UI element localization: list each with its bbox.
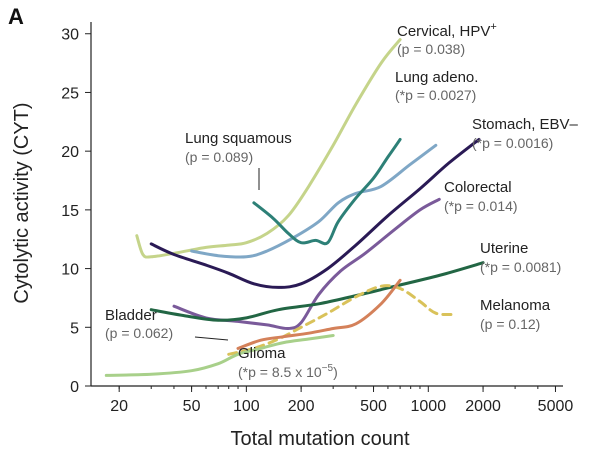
series-name-uterine: Uterine xyxy=(480,240,528,257)
series-line-lung_adeno xyxy=(190,143,438,259)
y-tick-label: 5 xyxy=(70,320,79,337)
y-axis-title: Cytolytic activity (CYT) xyxy=(11,102,33,303)
y-tick-label: 30 xyxy=(61,27,79,44)
series-name-colorectal: Colorectal xyxy=(444,179,512,196)
series-name-cervical: Cervical, HPV xyxy=(397,23,490,40)
y-tick-label: 15 xyxy=(61,203,79,220)
series-line-melanoma xyxy=(227,284,457,356)
x-ticks: 20 50 100 200 500 1000 2000 5000 xyxy=(110,386,573,415)
leader-bladder xyxy=(194,336,229,341)
axes xyxy=(90,22,563,387)
y-tick-label: 25 xyxy=(61,85,79,102)
series-line-cervical xyxy=(135,38,402,259)
series-name-melanoma: Melanoma xyxy=(480,297,551,314)
y-tick-label: 0 xyxy=(70,379,79,396)
x-tick-label: 100 xyxy=(233,398,260,415)
y-tick-label: 10 xyxy=(61,262,79,279)
y-ticks: 0 5 10 15 20 25 30 xyxy=(61,27,91,396)
series-p-bladder: (p = 0.062) xyxy=(105,325,173,341)
series-name-lung-adeno: Lung adeno. xyxy=(395,69,478,86)
x-tick-label: 20 xyxy=(110,398,128,415)
series-name-lung-squamous: Lung squamous xyxy=(185,130,292,147)
series-p-stomach: (*p = 0.0016) xyxy=(472,135,553,151)
x-tick-label: 200 xyxy=(288,398,315,415)
series-name-cervical-sup: + xyxy=(490,21,496,33)
series-line-colorectal xyxy=(172,197,441,331)
series-p-melanoma: (p = 0.12) xyxy=(480,316,540,332)
series-lines xyxy=(104,38,485,377)
series-p-glioma-tail: ) xyxy=(333,364,338,380)
series-line-lung_squamous xyxy=(252,137,402,246)
panel-label: A xyxy=(8,4,24,29)
y-tick-label: 20 xyxy=(61,144,79,161)
x-tick-label: 2000 xyxy=(465,398,501,415)
series-p-glioma-main: (*p = 8.5 x 10 xyxy=(238,364,322,380)
x-tick-label: 5000 xyxy=(538,398,574,415)
x-axis-title: Total mutation count xyxy=(231,428,410,450)
series-p-cervical: (p = 0.038) xyxy=(397,41,465,57)
series-line-glioma xyxy=(104,334,335,377)
series-p-lung-adeno: (*p = 0.0027) xyxy=(395,87,476,103)
series-p-glioma: (*p = 8.5 x 10−5) xyxy=(238,363,338,380)
x-tick-label: 50 xyxy=(183,398,201,415)
series-name-bladder: Bladder xyxy=(105,307,157,324)
series-line-bladder xyxy=(236,278,402,350)
x-tick-label: 500 xyxy=(360,398,387,415)
series-line-stomach xyxy=(149,137,481,289)
series-p-uterine: (*p = 0.0081) xyxy=(480,259,561,275)
series-line-uterine xyxy=(149,261,485,322)
series-label-cervical: Cervical, HPV+ xyxy=(397,21,497,40)
series-p-lung-squamous: (p = 0.089) xyxy=(185,149,253,165)
series-name-glioma: Glioma xyxy=(238,345,286,362)
series-p-colorectal: (*p = 0.014) xyxy=(444,198,518,214)
series-name-stomach: Stomach, EBV– xyxy=(472,116,579,133)
x-tick-label: 1000 xyxy=(411,398,447,415)
series-p-glioma-sup: −5 xyxy=(322,363,334,374)
series-labels: Cervical, HPV+ (p = 0.038) Lung adeno. (… xyxy=(105,21,579,380)
